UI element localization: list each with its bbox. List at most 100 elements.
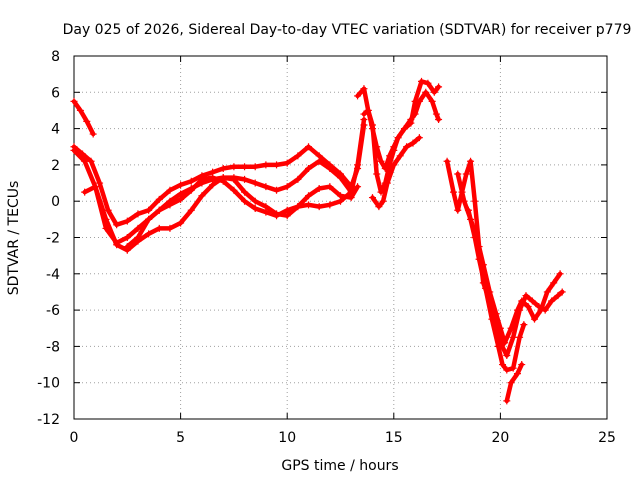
data-point: [507, 324, 515, 332]
series-track-2: [70, 121, 368, 229]
data-point: [394, 134, 402, 142]
data-point: [409, 139, 417, 147]
data-point: [326, 201, 334, 209]
data-point: [354, 161, 362, 169]
x-tick-labels: 0 5 10 15 20 25: [70, 430, 616, 446]
data-point: [503, 351, 511, 359]
data-point: [273, 212, 281, 220]
data-point: [219, 165, 227, 173]
y-tick-label: -10: [37, 376, 60, 392]
data-point: [241, 175, 249, 183]
y-axis-label: SDTVAR / TECUs: [6, 181, 22, 296]
data-point: [87, 157, 95, 165]
data-point: [435, 83, 443, 91]
data-point: [83, 117, 91, 125]
data-point: [91, 183, 99, 191]
data-point: [390, 161, 398, 169]
data-point: [241, 188, 249, 196]
data-point: [102, 215, 110, 223]
data-point: [548, 297, 556, 305]
data-point: [262, 183, 270, 191]
data-point: [354, 92, 362, 100]
data-point: [241, 197, 249, 205]
data-point: [503, 397, 511, 405]
data-point: [230, 163, 238, 171]
data-point: [475, 255, 483, 263]
data-point: [383, 179, 391, 187]
data-point: [499, 361, 507, 369]
chart-title: Day 025 of 2026, Sidereal Day-to-day VTE…: [63, 22, 632, 38]
data-point: [294, 152, 302, 160]
data-point: [145, 215, 153, 223]
data-point: [471, 234, 479, 241]
series-track-10: [454, 170, 564, 347]
data-point: [283, 183, 291, 191]
data-point: [462, 170, 470, 178]
data-point: [305, 192, 313, 200]
data-point: [294, 203, 302, 211]
data-point: [354, 183, 362, 191]
plot-frame: [73, 55, 608, 420]
data-point: [400, 125, 408, 133]
data-point: [155, 206, 163, 214]
data-point: [113, 241, 121, 249]
data-point: [198, 192, 206, 200]
data-point: [432, 110, 440, 118]
data-point: [550, 279, 558, 287]
y-tick-label: 6: [51, 85, 60, 101]
data-point: [360, 85, 368, 93]
x-tick-label: 5: [176, 430, 185, 446]
data-point: [520, 321, 528, 329]
data-point: [422, 88, 430, 96]
data-point: [262, 161, 270, 169]
data-point: [537, 306, 545, 314]
data-point: [145, 230, 153, 238]
data-point: [96, 179, 104, 187]
data-point: [155, 195, 163, 203]
data-point: [166, 224, 174, 232]
data-point: [166, 201, 174, 209]
y-tick-label: -2: [46, 231, 60, 247]
axis-ticks: [73, 55, 608, 420]
data-point: [251, 204, 259, 212]
data-point: [326, 165, 334, 173]
data-point: [315, 203, 323, 211]
data-point: [347, 188, 355, 196]
series-line: [504, 362, 524, 404]
data-point: [305, 201, 313, 209]
data-point: [368, 121, 376, 129]
data-point: [70, 146, 78, 154]
data-point: [513, 370, 521, 378]
series-line: [71, 122, 367, 228]
data-point: [166, 186, 174, 194]
data-point: [305, 165, 313, 173]
data-point: [104, 206, 112, 214]
data-point: [418, 77, 426, 85]
data-point: [262, 208, 270, 216]
data-point: [454, 170, 462, 178]
series-track-11: [464, 206, 528, 374]
data-point: [70, 97, 78, 105]
data-point: [283, 206, 291, 214]
data-point: [464, 206, 472, 214]
data-point: [177, 181, 185, 189]
data-point: [123, 217, 131, 225]
data-point: [89, 130, 97, 138]
data-point: [230, 175, 238, 183]
data-point: [524, 302, 532, 310]
data-point: [494, 342, 502, 350]
data-point: [81, 157, 89, 165]
data-point: [411, 97, 419, 105]
data-point: [531, 315, 539, 323]
data-point: [209, 181, 217, 189]
y-tick-label: 4: [51, 122, 60, 138]
data-point: [503, 366, 511, 374]
y-tick-label: 2: [51, 158, 60, 174]
data-point: [283, 159, 291, 167]
data-point: [556, 270, 564, 278]
data-point: [375, 203, 383, 211]
data-point: [337, 174, 344, 182]
data-point: [467, 157, 475, 165]
data-point: [435, 116, 443, 124]
